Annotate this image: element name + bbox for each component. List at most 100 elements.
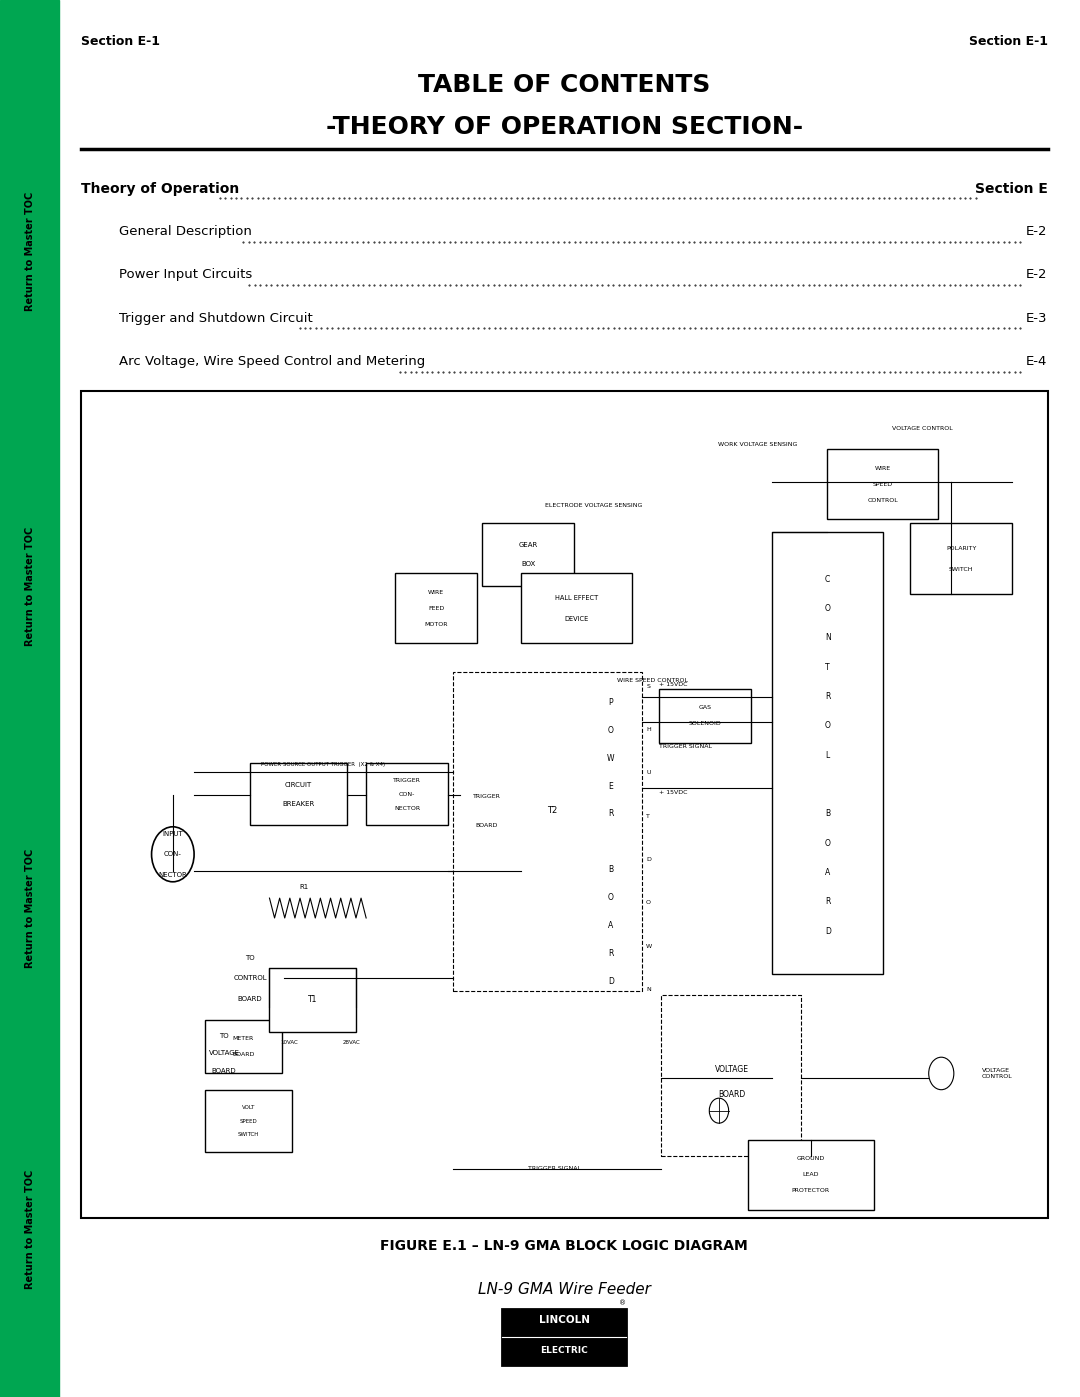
Text: FEED: FEED [428, 606, 444, 610]
Text: H: H [646, 726, 651, 732]
Text: GAS: GAS [699, 705, 712, 710]
Text: CON-: CON- [164, 851, 181, 858]
Text: BOARD: BOARD [212, 1067, 237, 1074]
Bar [521, 735, 583, 887]
Text: VOLTAGE: VOLTAGE [208, 1049, 240, 1056]
Text: GEAR: GEAR [518, 542, 538, 548]
Text: LEAD: LEAD [802, 1172, 819, 1178]
Text: Arc Voltage, Wire Speed Control and Metering: Arc Voltage, Wire Speed Control and Mete… [119, 355, 426, 367]
Text: TRIGGER: TRIGGER [473, 793, 500, 799]
Text: W: W [607, 753, 615, 763]
Bar [395, 573, 477, 644]
Text: Section E: Section E [975, 182, 1048, 196]
Text: B: B [608, 865, 613, 875]
Text: CONTROL: CONTROL [233, 975, 267, 981]
Text: PROTECTOR: PROTECTOR [792, 1187, 829, 1193]
Text: E-2: E-2 [1026, 268, 1048, 281]
Text: O: O [608, 725, 613, 735]
Text: CONTROL: CONTROL [867, 497, 899, 503]
Text: O: O [825, 604, 831, 613]
Text: BREAKER: BREAKER [282, 800, 314, 806]
Text: A: A [608, 921, 613, 930]
Text: VOLT: VOLT [242, 1105, 255, 1109]
Text: SPEED: SPEED [240, 1119, 257, 1123]
Text: ®: ® [619, 1301, 625, 1306]
Text: VOLTAGE
CONTROL: VOLTAGE CONTROL [982, 1069, 1013, 1078]
Bar [81, 391, 1048, 1218]
Text: LINCOLN: LINCOLN [539, 1315, 590, 1326]
Text: ELECTRIC: ELECTRIC [540, 1347, 589, 1355]
Text: R1: R1 [299, 884, 308, 890]
Text: 10VAC: 10VAC [280, 1041, 298, 1045]
Bar [270, 968, 356, 1032]
Bar [251, 763, 347, 826]
Text: TO: TO [219, 1034, 229, 1039]
Text: POLARITY: POLARITY [946, 546, 976, 550]
Text: N: N [646, 986, 651, 992]
Text: SPEED: SPEED [873, 482, 893, 486]
Text: CIRCUIT: CIRCUIT [285, 782, 312, 788]
Text: LN-9 GMA Wire Feeder: LN-9 GMA Wire Feeder [477, 1282, 651, 1298]
Text: T: T [825, 662, 831, 672]
Text: Return to Master TOC: Return to Master TOC [25, 848, 35, 968]
Text: BOX: BOX [521, 560, 536, 567]
Text: D: D [608, 977, 613, 986]
Bar [910, 524, 1012, 594]
Bar [502, 1309, 626, 1365]
Text: D: D [646, 856, 651, 862]
Bar [659, 689, 751, 743]
Text: B: B [825, 809, 831, 819]
Text: SWITCH: SWITCH [238, 1133, 259, 1137]
Text: Return to Master TOC: Return to Master TOC [25, 1169, 35, 1289]
Text: D: D [825, 926, 831, 936]
Text: Theory of Operation: Theory of Operation [81, 182, 240, 196]
Text: WORK VOLTAGE SENSING: WORK VOLTAGE SENSING [718, 443, 797, 447]
Text: NECTOR: NECTOR [159, 872, 187, 877]
Text: T1: T1 [308, 995, 318, 1004]
Bar [748, 1140, 874, 1210]
Text: L: L [825, 750, 829, 760]
Text: ELECTRODE VOLTAGE SENSING: ELECTRODE VOLTAGE SENSING [544, 503, 642, 507]
Text: O: O [825, 838, 831, 848]
Text: -THEORY OF OPERATION SECTION-: -THEORY OF OPERATION SECTION- [326, 115, 802, 138]
Text: E-4: E-4 [1026, 355, 1048, 367]
Text: P: P [608, 697, 613, 707]
Text: WIRE: WIRE [875, 465, 891, 471]
Text: O: O [825, 721, 831, 731]
Text: NECTOR: NECTOR [394, 806, 420, 810]
Text: S: S [647, 683, 650, 689]
Text: BOARD: BOARD [718, 1090, 745, 1098]
Text: A: A [825, 868, 831, 877]
Text: O: O [608, 893, 613, 902]
Text: BOARD: BOARD [232, 1052, 255, 1058]
Text: R: R [825, 692, 831, 701]
Text: Printed Circuit Board Functions: Printed Circuit Board Functions [119, 398, 325, 411]
Text: TRIGGER SIGNAL: TRIGGER SIGNAL [659, 745, 712, 749]
Text: HALL EFFECT: HALL EFFECT [555, 595, 598, 601]
Text: WIRE SPEED CONTROL: WIRE SPEED CONTROL [618, 678, 688, 683]
Circle shape [929, 1058, 954, 1090]
Text: Power Input Circuits: Power Input Circuits [119, 268, 252, 281]
Text: Return to Master TOC: Return to Master TOC [25, 527, 35, 647]
Text: N: N [825, 633, 831, 643]
Circle shape [710, 1098, 729, 1123]
Text: E-3: E-3 [1026, 312, 1048, 324]
Bar [205, 1020, 282, 1073]
Text: BOARD: BOARD [475, 823, 498, 827]
Text: TO: TO [245, 954, 255, 961]
Text: E-2: E-2 [1026, 225, 1048, 237]
Text: GROUND: GROUND [797, 1157, 825, 1161]
Text: E: E [608, 781, 613, 791]
Text: E-5: E-5 [1026, 398, 1048, 411]
Bar [366, 763, 448, 826]
Text: R: R [608, 809, 613, 819]
Text: C: C [825, 574, 831, 584]
Text: General Description: General Description [119, 225, 252, 237]
Text: O: O [646, 900, 651, 905]
Text: TRIGGER: TRIGGER [393, 778, 421, 782]
Bar [772, 532, 883, 974]
Bar [454, 672, 642, 990]
Text: U: U [646, 770, 650, 775]
Text: WIRE: WIRE [428, 590, 444, 595]
Bar [460, 763, 513, 858]
